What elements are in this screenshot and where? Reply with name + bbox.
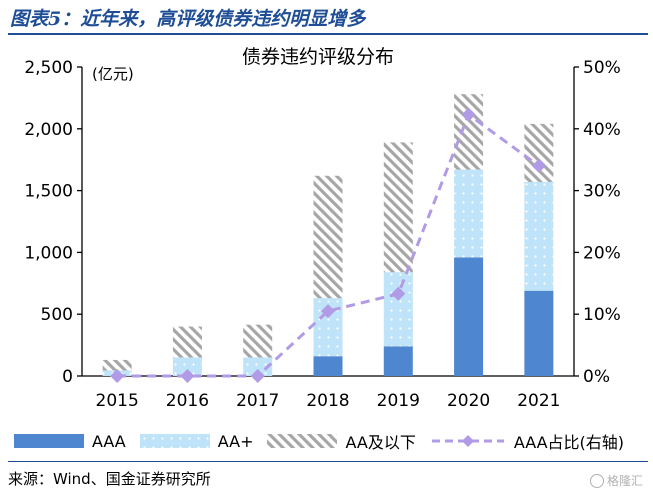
x-axis-tick-label: 2018 [306, 391, 349, 411]
x-axis-tick-label: 2019 [377, 391, 420, 411]
bar-AA+-2019 [383, 272, 413, 347]
right-axis-tick-label: 20% [583, 243, 621, 263]
aaa-ratio-point-2019 [391, 286, 406, 301]
left-axis-tick-label: 2,000 [24, 120, 73, 140]
left-axis-tick-label: 1,000 [24, 243, 73, 263]
bar-AA及以下-2021 [524, 123, 554, 182]
left-axis-tick-label: 1,500 [24, 182, 73, 202]
right-axis-tick-label: 0% [583, 367, 610, 387]
bar-AA+-2020 [454, 169, 484, 258]
chart-legend: AAA AA+ AA及以下 AAA占比(右轴) [14, 429, 644, 453]
bar-AA及以下-2018 [313, 175, 343, 299]
bar-AA及以下-2015 [102, 359, 132, 371]
watermark-text: 格隆汇 [606, 474, 643, 488]
aaa-ratio-point-2020 [461, 107, 476, 122]
aaa-ratio-point-2021 [531, 158, 546, 173]
left-axis-unit: (亿元) [92, 65, 134, 83]
aaa-ratio-point-2018 [321, 304, 335, 319]
source-divider [8, 461, 648, 462]
right-axis-tick-label: 50% [583, 58, 621, 78]
watermark: 格隆汇 [589, 472, 643, 489]
right-axis-tick-label: 40% [583, 120, 621, 140]
aaa-ratio-point-2016 [180, 369, 195, 383]
bar-AA及以下-2020 [454, 94, 484, 170]
source-note: 来源：Wind、国金证券研究所 [8, 470, 211, 488]
figure-heading: 图表5：近年来，高评级债券违约明显增多 [10, 8, 366, 30]
chart-title: 债券违约评级分布 [242, 46, 394, 68]
aaa-ratio-point-2017 [250, 369, 265, 383]
legend-label-aa-plus: AA+ [217, 431, 254, 451]
x-axis-tick-label: 2015 [96, 391, 139, 411]
left-axis-tick-label: 2,500 [24, 58, 73, 78]
bar-AA及以下-2017 [243, 324, 273, 358]
bar-AA及以下-2019 [383, 142, 413, 273]
legend-item-aaa-ratio: AAA占比(右轴) [430, 429, 624, 453]
x-axis-tick-label: 2016 [166, 391, 209, 411]
right-axis-tick-label: 30% [583, 182, 621, 202]
legend-swatch-aaa [14, 434, 84, 448]
bar-AA+-2021 [524, 181, 554, 291]
x-axis-tick-label: 2017 [236, 391, 279, 411]
right-axis-tick-label: 10% [583, 305, 621, 325]
left-axis-tick-label: 500 [41, 305, 73, 325]
bar-AAA-2021 [524, 290, 554, 376]
watermark-logo-icon [589, 473, 604, 488]
heading-divider [8, 33, 648, 35]
chart: 债券违约评级分布 (亿元) 0 500 1,000 1,500 2,000 2,500 0%… [24, 46, 621, 411]
bar-AA+-2016 [172, 357, 202, 376]
legend-item-aaa: AAA [14, 432, 126, 451]
left-axis-tick-label: 0 [62, 367, 73, 387]
x-axis-tick-label: 2020 [447, 391, 490, 411]
legend-swatch-aa-below [267, 434, 338, 448]
legend-label-aaa: AAA [92, 431, 126, 451]
legend-swatch-aaa-ratio [431, 435, 504, 447]
x-axis-tick-label: 2021 [517, 391, 560, 411]
bar-AA及以下-2016 [172, 326, 202, 358]
bar-AA+-2017 [243, 357, 273, 376]
legend-item-aa-plus: AA+ [139, 431, 254, 451]
bar-AAA-2020 [454, 257, 484, 376]
legend-item-aa-below: AA及以下 [267, 429, 416, 453]
legend-label-aaa-ratio: AAA占比(右轴) [513, 433, 625, 452]
aaa-ratio-point-2015 [110, 369, 125, 383]
legend-label-aa-below: AA及以下 [345, 433, 416, 452]
bar-AAA-2018 [313, 356, 343, 376]
bar-AAA-2019 [383, 346, 413, 376]
legend-swatch-aa-plus [139, 434, 210, 448]
